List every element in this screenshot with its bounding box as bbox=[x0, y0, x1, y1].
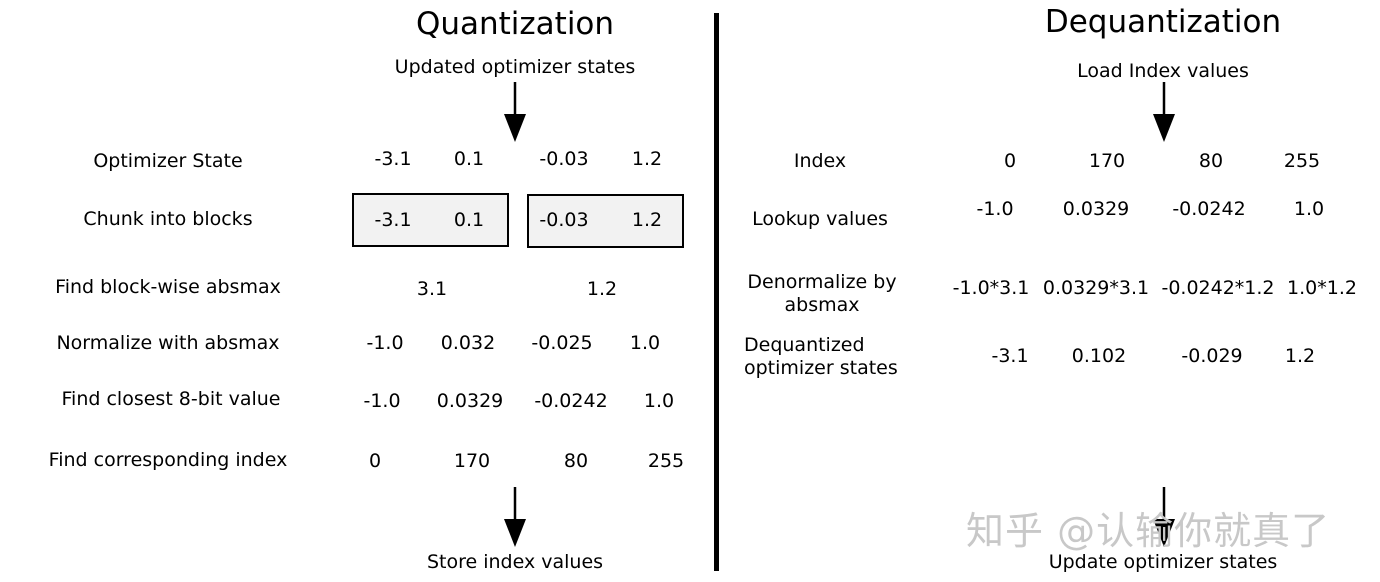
dequantization-output-caption: Update optimizer states bbox=[1048, 551, 1278, 573]
dq-denormalize-value: -0.0242*1.2 bbox=[1161, 277, 1275, 299]
dq-denormalize-value: 1.0*1.2 bbox=[1287, 277, 1357, 299]
q-index-value: 80 bbox=[563, 450, 589, 472]
q-chunk-value: 0.1 bbox=[453, 209, 485, 231]
block-2-box bbox=[527, 194, 684, 248]
row-label-closest-8bit: Find closest 8-bit value bbox=[61, 388, 281, 410]
row-label-normalize: Normalize with absmax bbox=[56, 332, 280, 354]
dq-lookup-value: -1.0 bbox=[976, 198, 1014, 220]
dequantization-title: Dequantization bbox=[1044, 4, 1282, 40]
q-closest-value: -0.0242 bbox=[534, 390, 608, 412]
row-label-dequantized-line1: Dequantized bbox=[744, 334, 865, 356]
dq-denormalize-value: -1.0*3.1 bbox=[952, 277, 1030, 299]
quantization-output-caption: Store index values bbox=[426, 551, 604, 573]
quantization-output-arrow bbox=[504, 487, 526, 547]
q-closest-value: -1.0 bbox=[363, 390, 401, 412]
row-label-block-absmax: Find block-wise absmax bbox=[55, 276, 281, 298]
q-index-value: 0 bbox=[368, 450, 382, 472]
dq-dequantized-value: 1.2 bbox=[1284, 345, 1316, 367]
quantization-input-caption: Updated optimizer states bbox=[394, 56, 636, 78]
row-label-denormalize-line1: Denormalize by bbox=[747, 271, 897, 293]
row-label-dequantized: Dequantized optimizer states bbox=[744, 334, 898, 380]
dq-dequantized-value: -0.029 bbox=[1181, 345, 1243, 367]
q-normalize-value: 1.0 bbox=[629, 332, 661, 354]
dq-index-value: 170 bbox=[1088, 150, 1126, 172]
row-label-optimizer-state: Optimizer State bbox=[93, 150, 243, 172]
dq-denormalize-value: 0.0329*3.1 bbox=[1042, 277, 1150, 299]
q-optimizer-state-value: -0.03 bbox=[539, 148, 589, 170]
dq-lookup-value: 0.0329 bbox=[1062, 198, 1130, 220]
dequantization-input-caption: Load Index values bbox=[1077, 60, 1249, 82]
q-normalize-value: 0.032 bbox=[440, 332, 496, 354]
watermark-text: 知乎 @认输你就真了 bbox=[966, 509, 1331, 553]
q-optimizer-state-value: -3.1 bbox=[374, 148, 412, 170]
dq-index-value: 0 bbox=[1003, 150, 1017, 172]
block-1-box bbox=[352, 193, 509, 247]
q-closest-value: 0.0329 bbox=[436, 390, 504, 412]
quantization-title: Quantization bbox=[415, 6, 615, 42]
q-chunk-value: -0.03 bbox=[539, 209, 589, 231]
section-divider bbox=[714, 13, 719, 571]
quantization-input-arrow bbox=[504, 82, 526, 142]
dq-index-value: 255 bbox=[1283, 150, 1321, 172]
row-label-lookup-values: Lookup values bbox=[752, 208, 888, 230]
dq-lookup-value: -0.0242 bbox=[1172, 198, 1246, 220]
dequantization-input-arrow bbox=[1153, 82, 1175, 142]
dq-dequantized-value: -3.1 bbox=[991, 345, 1029, 367]
q-optimizer-state-value: 0.1 bbox=[453, 148, 485, 170]
q-closest-value: 1.0 bbox=[643, 390, 675, 412]
q-chunk-value: 1.2 bbox=[631, 209, 663, 231]
row-label-denormalize: Denormalize by absmax bbox=[722, 271, 922, 317]
q-normalize-value: -1.0 bbox=[366, 332, 404, 354]
q-absmax-value: 3.1 bbox=[416, 278, 448, 300]
q-absmax-value: 1.2 bbox=[586, 278, 618, 300]
dequantization-output-arrow bbox=[1153, 487, 1175, 547]
q-index-value: 255 bbox=[647, 450, 685, 472]
dq-dequantized-value: 0.102 bbox=[1071, 345, 1127, 367]
q-optimizer-state-value: 1.2 bbox=[631, 148, 663, 170]
dq-lookup-value: 1.0 bbox=[1293, 198, 1325, 220]
row-label-chunk-into-blocks: Chunk into blocks bbox=[83, 208, 253, 230]
row-label-corresponding-index: Find corresponding index bbox=[48, 449, 288, 471]
row-label-dequantized-line2: optimizer states bbox=[744, 357, 898, 379]
dq-index-value: 80 bbox=[1198, 150, 1224, 172]
row-label-denormalize-line2: absmax bbox=[784, 294, 860, 316]
row-label-index: Index bbox=[793, 150, 847, 172]
q-chunk-value: -3.1 bbox=[374, 209, 412, 231]
q-index-value: 170 bbox=[453, 450, 491, 472]
q-normalize-value: -0.025 bbox=[531, 332, 593, 354]
